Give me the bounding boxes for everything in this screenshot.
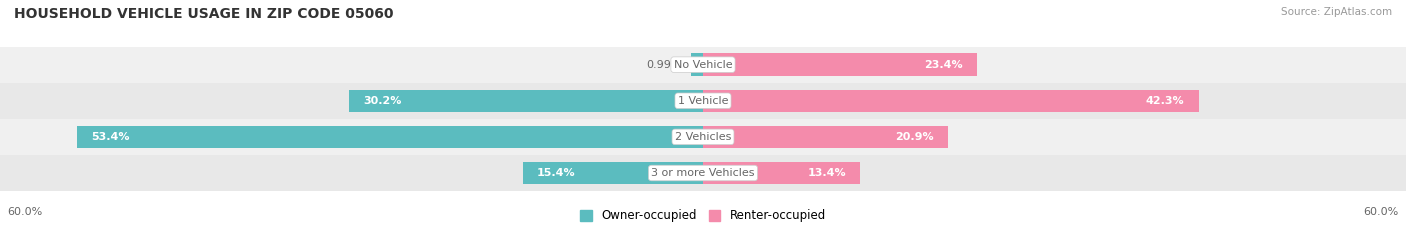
Text: 20.9%: 20.9% [896,132,934,142]
Text: 53.4%: 53.4% [91,132,129,142]
Text: 3 or more Vehicles: 3 or more Vehicles [651,168,755,178]
Text: HOUSEHOLD VEHICLE USAGE IN ZIP CODE 05060: HOUSEHOLD VEHICLE USAGE IN ZIP CODE 0506… [14,7,394,21]
Bar [0,155,1406,191]
Bar [692,53,703,76]
Text: 30.2%: 30.2% [363,96,402,106]
Text: 15.4%: 15.4% [537,168,575,178]
Text: 42.3%: 42.3% [1146,96,1184,106]
Text: 1 Vehicle: 1 Vehicle [678,96,728,106]
Text: 13.4%: 13.4% [807,168,846,178]
Text: 2 Vehicles: 2 Vehicles [675,132,731,142]
Bar [523,162,703,184]
Bar [0,119,1406,155]
Text: 0.99%: 0.99% [647,60,682,70]
Bar [703,53,977,76]
Text: 60.0%: 60.0% [7,207,42,217]
Bar [77,126,703,148]
Bar [0,83,1406,119]
Text: 60.0%: 60.0% [1364,207,1399,217]
Legend: Owner-occupied, Renter-occupied: Owner-occupied, Renter-occupied [579,209,827,223]
Bar [349,89,703,112]
Text: 23.4%: 23.4% [925,60,963,70]
Bar [703,126,948,148]
Bar [703,162,860,184]
Text: Source: ZipAtlas.com: Source: ZipAtlas.com [1281,7,1392,17]
Bar [703,89,1198,112]
Text: No Vehicle: No Vehicle [673,60,733,70]
Bar [0,47,1406,83]
